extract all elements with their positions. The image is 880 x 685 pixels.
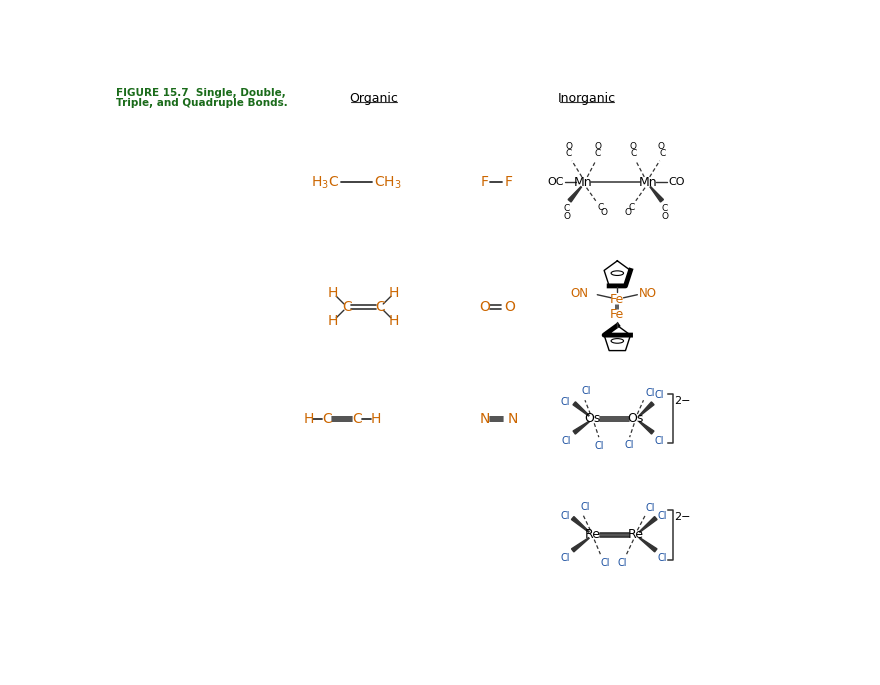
Text: Re: Re [627, 528, 644, 541]
Polygon shape [640, 538, 657, 552]
Text: CO: CO [668, 177, 685, 187]
Text: O: O [624, 208, 631, 217]
Polygon shape [568, 187, 582, 202]
Polygon shape [640, 421, 654, 434]
Text: Cl: Cl [582, 386, 591, 396]
Text: O: O [657, 142, 664, 151]
Text: C: C [322, 412, 332, 425]
Text: O: O [595, 142, 602, 151]
Text: C: C [342, 300, 352, 314]
Text: C: C [630, 149, 636, 158]
Text: C: C [660, 149, 666, 158]
Text: C: C [563, 204, 569, 213]
Text: 2−: 2− [674, 512, 691, 522]
Polygon shape [650, 187, 664, 202]
Text: O: O [600, 208, 607, 217]
Text: F: F [480, 175, 489, 189]
Text: C: C [628, 203, 634, 212]
Text: FIGURE 15.7  Single, Double,: FIGURE 15.7 Single, Double, [116, 88, 286, 99]
Text: Cl: Cl [657, 553, 667, 562]
Text: Mn: Mn [639, 176, 657, 189]
Text: Inorganic: Inorganic [558, 92, 616, 105]
Text: ON: ON [570, 287, 588, 299]
Text: Re: Re [584, 528, 601, 541]
Text: Fe: Fe [610, 308, 625, 321]
Polygon shape [573, 402, 589, 416]
Text: O: O [504, 300, 515, 314]
Text: Triple, and Quadruple Bonds.: Triple, and Quadruple Bonds. [116, 97, 288, 108]
Text: Cl: Cl [580, 502, 590, 512]
Text: C: C [595, 149, 601, 158]
Text: F: F [505, 175, 513, 189]
Text: C: C [375, 300, 385, 314]
Text: Mn: Mn [574, 176, 593, 189]
Text: H: H [389, 314, 400, 328]
Text: O: O [662, 212, 669, 221]
Polygon shape [571, 516, 589, 532]
Text: H: H [389, 286, 400, 300]
Text: Cl: Cl [645, 388, 655, 398]
Text: C: C [566, 149, 572, 158]
Text: O: O [565, 142, 572, 151]
Text: Cl: Cl [657, 512, 667, 521]
Text: Os: Os [627, 412, 644, 425]
Text: Cl: Cl [655, 436, 664, 446]
Text: Os: Os [584, 412, 601, 425]
Text: Fe: Fe [610, 293, 625, 306]
Text: H: H [370, 412, 381, 425]
Text: OC: OC [547, 177, 563, 187]
Text: O: O [630, 142, 637, 151]
Text: Cl: Cl [645, 503, 655, 512]
Text: O: O [480, 300, 490, 314]
Text: H: H [328, 314, 339, 328]
Text: H: H [304, 412, 314, 425]
Text: Cl: Cl [625, 440, 634, 450]
Polygon shape [571, 538, 589, 552]
Text: C: C [352, 412, 362, 425]
Text: H$_3$C: H$_3$C [312, 174, 340, 190]
Text: N: N [480, 412, 490, 425]
Polygon shape [640, 516, 657, 532]
Text: Cl: Cl [560, 512, 569, 521]
Text: NO: NO [639, 287, 656, 299]
Text: Cl: Cl [561, 436, 571, 447]
Text: Organic: Organic [349, 92, 399, 105]
Text: Cl: Cl [560, 397, 569, 407]
Text: C: C [662, 204, 668, 213]
Text: H: H [328, 286, 339, 300]
Text: Cl: Cl [600, 558, 610, 568]
Text: 2−: 2− [674, 396, 691, 406]
Text: CH$_3$: CH$_3$ [374, 174, 401, 190]
Text: Cl: Cl [617, 558, 627, 568]
Polygon shape [640, 402, 654, 416]
Text: N: N [507, 412, 517, 425]
Text: Cl: Cl [655, 390, 664, 400]
Text: Cl: Cl [560, 553, 569, 564]
Polygon shape [573, 421, 589, 434]
Text: O: O [563, 212, 570, 221]
Text: C: C [598, 203, 604, 212]
Text: Cl: Cl [594, 441, 604, 451]
